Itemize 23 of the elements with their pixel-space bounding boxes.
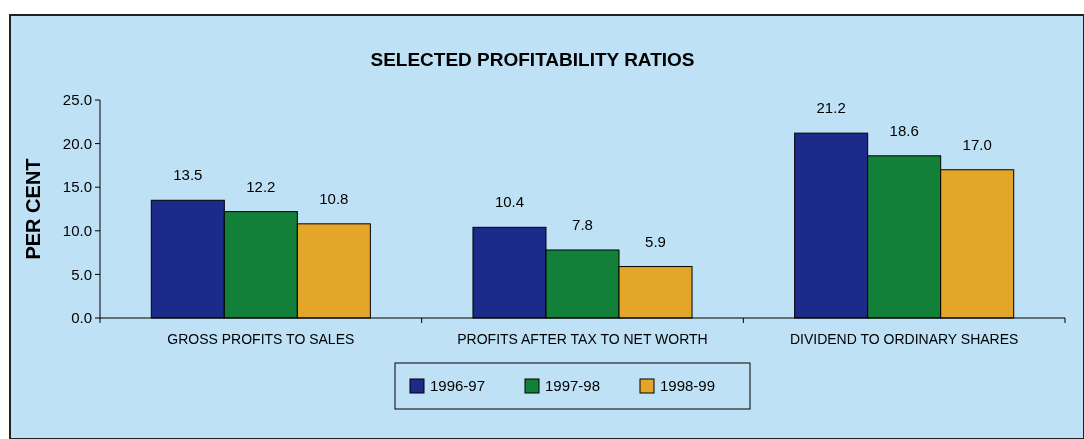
y-tick-label: 5.0 [71,265,92,283]
data-label: 12.2 [246,177,276,195]
y-axis-title: PER CENT [22,158,44,260]
y-tick-label: 15.0 [62,178,92,196]
data-label: 13.5 [173,166,203,184]
legend-label: 1996-97 [430,377,486,395]
y-tick-label: 20.0 [62,134,92,152]
data-label: 10.4 [494,193,525,211]
y-tick-label: 25.0 [62,91,92,109]
legend-label: 1997-98 [545,377,601,395]
data-label: 5.9 [645,232,666,250]
data-label: 10.8 [319,189,349,207]
y-tick-label: 10.0 [62,222,92,240]
chart-title: SELECTED PROFITABILITY RATIOS [370,49,695,70]
data-label: 18.6 [889,121,919,139]
legend-label: 1998-99 [660,377,716,395]
x-tick-label: GROSS PROFITS TO SALES [167,331,355,347]
data-label: 21.2 [816,99,846,117]
x-tick-label: PROFITS AFTER TAX TO NET WORTH [457,331,708,347]
data-label: 7.8 [572,215,593,233]
x-tick-label: DIVIDEND TO ORDINARY SHARES [789,331,1019,347]
y-tick-label: 0.0 [71,309,92,327]
data-label: 17.0 [962,135,992,153]
